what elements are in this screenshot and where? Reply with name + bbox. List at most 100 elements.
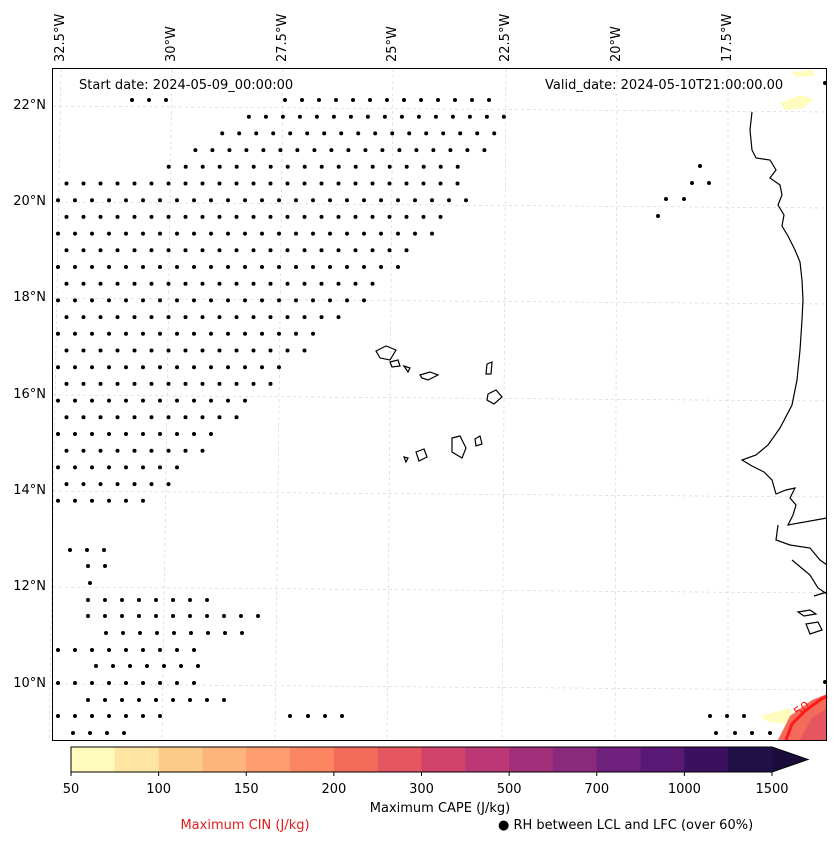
rh-dot (56, 432, 60, 436)
rh-dot (319, 281, 324, 286)
rh-dot (85, 548, 89, 552)
rh-dot (64, 214, 69, 219)
rh-dot (226, 365, 230, 370)
rh-dot (209, 231, 213, 236)
colorbar-segment (640, 747, 685, 772)
rh-dot (158, 265, 162, 269)
rh-dot (166, 248, 171, 253)
rh-dot (154, 614, 158, 618)
rh-dot (192, 298, 196, 303)
rh-dot (124, 231, 128, 236)
rh-dot (268, 348, 273, 353)
rh-dot (336, 214, 341, 219)
rh-dot (141, 465, 145, 470)
rh-dot (328, 231, 332, 236)
rh-dot (251, 381, 256, 386)
colorbar-extend-arrow (772, 747, 808, 772)
colorbar-segment (596, 747, 642, 772)
rh-dot (217, 181, 222, 186)
rh-dot (120, 598, 124, 602)
rh-dot (192, 398, 196, 403)
rh-dot (115, 348, 120, 353)
rh-dot (251, 281, 256, 286)
rh-dot (227, 148, 232, 153)
rh-dot (64, 415, 69, 420)
rh-dot (56, 265, 60, 269)
rh-dot (288, 714, 292, 718)
rh-dot (98, 181, 103, 186)
rh-dot (73, 298, 77, 303)
longitude-label: 25°W (385, 26, 400, 62)
colorbar-segment (202, 747, 247, 772)
rh-dot (217, 381, 222, 386)
rh-dot (370, 281, 375, 286)
rh-dot (277, 198, 281, 203)
colorbar-segment (728, 747, 773, 772)
rh-dot (107, 498, 111, 503)
rh-dot (56, 331, 60, 336)
rh-dot (132, 482, 137, 487)
rh-dot (365, 114, 370, 119)
meridian-line (274, 68, 284, 741)
rh-dot (294, 198, 298, 203)
rh-dot (251, 348, 256, 353)
rh-dot (90, 398, 94, 403)
rh-dot (436, 98, 440, 102)
rh-dot (86, 614, 90, 618)
rh-dot (302, 315, 307, 320)
rh-dot-field (56, 81, 827, 735)
rh-dot (90, 498, 94, 503)
rh-dot (362, 265, 366, 269)
rh-dot (73, 681, 77, 685)
rh-dot (339, 131, 344, 136)
rh-dot (175, 198, 179, 203)
rh-dot (166, 482, 171, 487)
rh-dot (175, 365, 179, 370)
cape-verde-santa-luzia (402, 364, 411, 374)
rh-dot (656, 214, 660, 218)
rh-dot (73, 714, 77, 718)
rh-dot (124, 465, 128, 470)
coastlines (375, 111, 828, 635)
rh-dot (251, 248, 256, 253)
rh-dot (336, 181, 341, 186)
rh-dot (86, 598, 90, 602)
rh-dot (124, 398, 128, 403)
rh-dot (356, 131, 361, 136)
rh-dot (421, 214, 426, 219)
rh-dot (155, 631, 159, 635)
rh-dot (205, 698, 209, 702)
rh-dot (205, 598, 209, 602)
rh-dot (124, 714, 128, 718)
rh-dot (220, 131, 225, 136)
rh-dot (260, 198, 264, 203)
rh-dot (268, 315, 273, 320)
rh-dot (183, 315, 188, 320)
rh-dot (64, 381, 69, 386)
rh-dot (280, 114, 285, 119)
rh-dot (147, 98, 151, 102)
rh-dot (294, 298, 298, 303)
rh-dot (200, 415, 205, 420)
rh-dot (234, 214, 239, 219)
rh-dot (260, 231, 264, 236)
rh-dot (145, 664, 149, 668)
rh-dot (183, 415, 188, 420)
rh-dot (158, 681, 162, 685)
rh-dot (149, 482, 154, 487)
rh-dot (243, 398, 247, 403)
rh-dot (192, 648, 196, 652)
parallel-line (52, 490, 827, 498)
rh-dot (319, 315, 324, 320)
rh-dot (750, 731, 754, 735)
rh-dot (73, 231, 77, 236)
rh-dot (380, 148, 385, 153)
rh-dot (149, 381, 154, 386)
rh-dot (387, 248, 392, 253)
rh-dot (56, 298, 60, 303)
rh-dot (107, 331, 111, 336)
rh-dot (424, 131, 429, 136)
rh-dot (217, 164, 222, 169)
rh-dot (56, 648, 60, 652)
colorbar-segment (114, 747, 160, 772)
